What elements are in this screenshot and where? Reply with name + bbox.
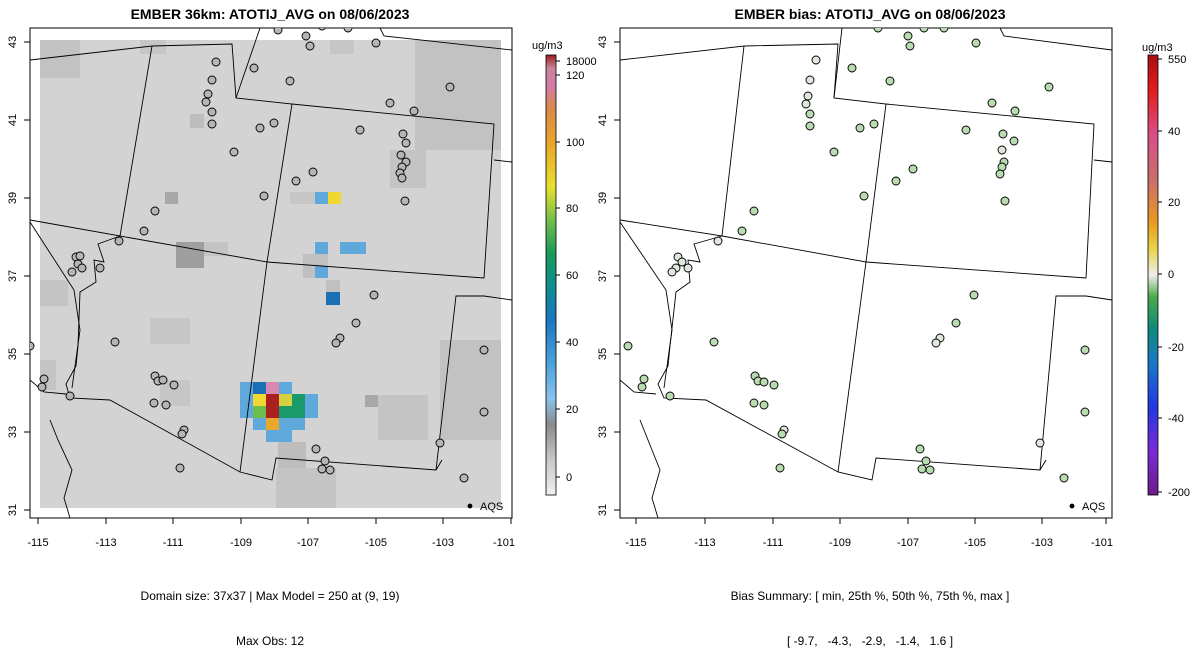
left-lon-axis xyxy=(37,518,512,524)
svg-text:0: 0 xyxy=(1168,269,1174,281)
svg-text:41: 41 xyxy=(597,114,609,126)
svg-text:80: 80 xyxy=(566,203,578,215)
svg-text:-105: -105 xyxy=(365,537,387,549)
svg-text:-113: -113 xyxy=(95,537,116,549)
svg-text:-109: -109 xyxy=(230,537,252,549)
svg-text:-101: -101 xyxy=(1091,537,1113,549)
aqs-sites-left xyxy=(30,28,489,483)
svg-text:40: 40 xyxy=(1168,126,1180,138)
svg-text:35: 35 xyxy=(597,348,609,360)
right-footer-line2: [ -9.7, -4.3, -2.9, -1.4, 1.6 ] xyxy=(786,634,954,648)
aqs-legend-marker-left xyxy=(467,503,473,509)
svg-text:100: 100 xyxy=(566,137,584,149)
left-footer-line2: Max Obs: 12 xyxy=(235,634,305,648)
left-lon-labels: -115 -113 -111 -109 -107 -105 -103 -101 xyxy=(27,537,515,549)
svg-text:-111: -111 xyxy=(163,537,183,549)
right-panel-title: EMBER bias: ATOTIJ_AVG on 08/06/2023 xyxy=(734,6,1006,22)
right-footer-line1: Bias Summary: [ min, 25th %, 50th %, 75t… xyxy=(730,589,1010,603)
svg-text:31: 31 xyxy=(7,504,19,516)
svg-text:60: 60 xyxy=(566,270,578,282)
svg-text:35: 35 xyxy=(7,348,19,360)
right-lon-axis xyxy=(635,518,1107,524)
svg-text:39: 39 xyxy=(7,192,19,204)
aqs-legend-marker-right xyxy=(1069,503,1075,509)
svg-text:20: 20 xyxy=(566,404,578,416)
right-lat-labels: 31 33 35 37 39 41 43 xyxy=(597,36,609,516)
svg-text:-103: -103 xyxy=(1031,537,1053,549)
svg-text:31: 31 xyxy=(597,504,609,516)
svg-text:18000: 18000 xyxy=(566,56,597,68)
svg-text:39: 39 xyxy=(597,192,609,204)
left-footer-line1: Domain size: 37x37 | Max Model = 250 at … xyxy=(140,589,400,603)
svg-text:37: 37 xyxy=(7,270,19,282)
svg-text:43: 43 xyxy=(7,36,19,48)
right-map: AQS -115 -113 -111 -109 -107 -105 -103 -101 … xyxy=(597,27,1113,549)
aqs-sites-right xyxy=(623,28,1090,483)
svg-text:-113: -113 xyxy=(694,537,715,549)
svg-text:-105: -105 xyxy=(964,537,986,549)
right-colorbar-unit: ug/m3 xyxy=(1142,42,1173,54)
left-lat-axis xyxy=(24,41,30,511)
svg-text:-107: -107 xyxy=(897,537,919,549)
svg-text:-115: -115 xyxy=(625,537,646,549)
right-colorbar: ug/m3 550 40 20 0 -20 -40 -200 xyxy=(1142,42,1190,499)
svg-text:40: 40 xyxy=(566,337,578,349)
svg-text:-115: -115 xyxy=(27,537,48,549)
state-boundaries-right xyxy=(620,28,1112,518)
svg-text:33: 33 xyxy=(7,426,19,438)
left-lat-labels: 31 33 35 37 39 41 43 xyxy=(7,36,19,516)
svg-text:-20: -20 xyxy=(1168,342,1184,354)
left-colorbar: ug/m3 18000 120 100 80 60 40 20 0 xyxy=(532,40,597,496)
left-map: AQS -115 -113 -111 -109 -107 -105 -103 -101 … xyxy=(7,27,515,549)
map-figure: AQS -115 -113 -111 -109 -107 -105 -103 -101 … xyxy=(7,27,1190,549)
svg-text:-40: -40 xyxy=(1168,413,1184,425)
model-grid-cells xyxy=(40,40,501,508)
left-footer: Domain size: 37x37 | Max Model = 250 at … xyxy=(30,559,510,664)
right-lon-labels: -115 -113 -111 -109 -107 -105 -103 -101 xyxy=(625,537,1113,549)
right-lat-axis xyxy=(614,41,620,511)
aqs-legend-label-left: AQS xyxy=(480,501,503,513)
svg-text:41: 41 xyxy=(7,114,19,126)
svg-text:-111: -111 xyxy=(763,537,783,549)
aqs-legend-label-right: AQS xyxy=(1082,501,1105,513)
svg-text:-101: -101 xyxy=(493,537,515,549)
svg-text:120: 120 xyxy=(566,70,584,82)
svg-text:550: 550 xyxy=(1168,54,1186,66)
svg-text:-103: -103 xyxy=(432,537,454,549)
left-panel-title: EMBER 36km: ATOTIJ_AVG on 08/06/2023 xyxy=(130,6,410,22)
left-colorbar-unit: ug/m3 xyxy=(532,40,563,52)
svg-text:0: 0 xyxy=(566,472,572,484)
svg-text:-200: -200 xyxy=(1168,487,1190,499)
right-footer: Bias Summary: [ min, 25th %, 50th %, 75t… xyxy=(620,559,1120,664)
svg-text:20: 20 xyxy=(1168,197,1180,209)
svg-text:43: 43 xyxy=(597,36,609,48)
svg-text:-109: -109 xyxy=(829,537,851,549)
svg-text:33: 33 xyxy=(597,426,609,438)
svg-text:-107: -107 xyxy=(297,537,319,549)
svg-text:37: 37 xyxy=(597,270,609,282)
